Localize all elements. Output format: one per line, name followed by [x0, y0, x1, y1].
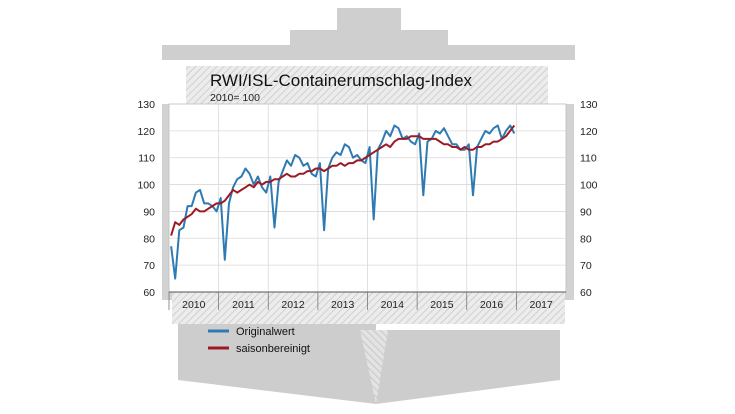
- legend-item-originalwert: Originalwert: [208, 326, 295, 338]
- x-tick-label: 2010: [182, 299, 206, 311]
- y-tick-label-left: 60: [143, 287, 155, 299]
- y-tick-label-right: 80: [580, 233, 592, 245]
- y-tick-label-right: 100: [580, 180, 598, 192]
- series-line-originalwert: [170, 124, 516, 280]
- y-tick-label-right: 120: [580, 126, 598, 138]
- y-axis-left: 60 70 80 90 100 110 120 130: [137, 99, 155, 299]
- x-tick-label: 2011: [232, 299, 255, 311]
- y-tick-label-left: 90: [143, 206, 155, 218]
- y-tick-label-right: 110: [580, 153, 597, 165]
- y-tick-label-left: 70: [143, 260, 155, 272]
- legend-item-saisonbereinigt: saisonbereinigt: [208, 343, 310, 355]
- x-tick-label: 2015: [430, 299, 454, 311]
- chart-subtitle: 2010= 100: [210, 92, 260, 104]
- series-lines: [170, 124, 516, 280]
- y-tick-label-left: 100: [137, 180, 155, 192]
- ship-deck-hatched: [172, 292, 565, 324]
- y-tick-label-left: 110: [138, 153, 155, 165]
- y-tick-label-left: 130: [137, 99, 155, 111]
- y-tick-label-right: 130: [580, 99, 598, 111]
- ship-title-panel: [186, 66, 548, 104]
- chart-title: RWI/ISL-Containerumschlag-Index: [210, 71, 472, 90]
- x-tick-label: 2016: [480, 299, 504, 311]
- ship-bow-keel: [360, 330, 388, 404]
- y-axis-right: 60 70 80 90 100 110 120 130: [580, 99, 598, 299]
- y-tick-label-right: 60: [580, 287, 592, 299]
- ship-bridge: [162, 30, 575, 60]
- x-tick-label: 2014: [381, 299, 405, 311]
- y-tick-label-left: 80: [143, 233, 155, 245]
- legend-label-saisonbereinigt: saisonbereinigt: [236, 343, 310, 355]
- legend: Originalwert saisonbereinigt: [208, 326, 310, 355]
- legend-label-originalwert: Originalwert: [236, 326, 295, 338]
- x-tick-label: 2017: [530, 299, 554, 311]
- x-axis: 2010 2011 2012 2013 2014 2015 2016 2017: [168, 291, 566, 311]
- y-tick-label-right: 90: [580, 206, 592, 218]
- series-line-saisonbereinigt: [170, 124, 516, 236]
- y-tick-label-right: 70: [580, 260, 592, 272]
- y-tick-label-left: 120: [137, 126, 155, 138]
- x-tick-label: 2012: [281, 299, 305, 311]
- x-tick-label: 2013: [331, 299, 355, 311]
